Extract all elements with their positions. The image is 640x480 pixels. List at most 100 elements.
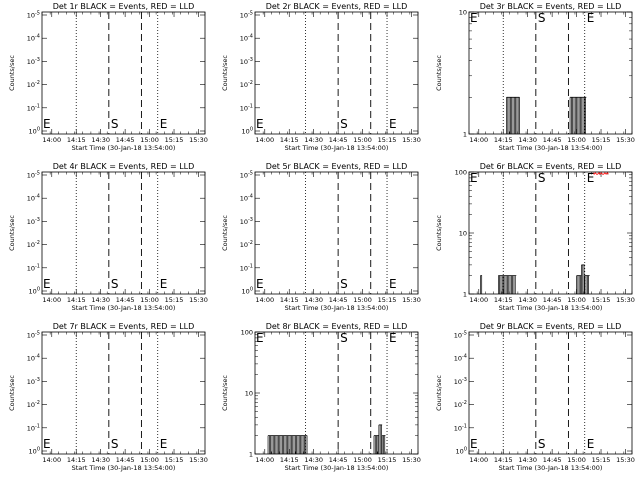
x-axis-label: Start Time (30-Jan-18 13:54:00) bbox=[285, 144, 389, 152]
x-tick-label: 15:00 bbox=[140, 456, 159, 464]
y-tick-label: 10-1 bbox=[27, 103, 40, 112]
x-tick-label: 15:00 bbox=[140, 296, 159, 304]
x-tick-label: 14:15 bbox=[280, 296, 299, 304]
y-tick-label: 100 bbox=[29, 447, 40, 456]
x-tick-label: 15:15 bbox=[165, 136, 184, 144]
x-tick-label: 14:30 bbox=[304, 136, 323, 144]
x-tick-label: 14:30 bbox=[304, 456, 323, 464]
end-marker-label: E bbox=[160, 437, 168, 451]
chart-title: Det 8r BLACK = Events, RED = LLD bbox=[266, 322, 408, 331]
start-marker-label: S bbox=[111, 117, 119, 131]
plot-frame bbox=[254, 171, 419, 295]
x-tick-label: 14:30 bbox=[518, 136, 537, 144]
end-marker-label: E bbox=[587, 171, 595, 185]
x-axis-label: Start Time (30-Jan-18 13:54:00) bbox=[72, 304, 176, 312]
x-tick-label: 14:30 bbox=[518, 296, 537, 304]
detector-panel-6: Det 6r BLACK = Events, RED = LLD 1 10 100 Co… bbox=[427, 160, 640, 320]
x-tick-label: 14:00 bbox=[42, 136, 61, 144]
end-marker-label: E bbox=[160, 117, 168, 131]
chart-title: Det 4r BLACK = Events, RED = LLD bbox=[53, 162, 195, 171]
y-tick-label: 10-5 bbox=[240, 11, 253, 20]
chart-title: Det 3r BLACK = Events, RED = LLD bbox=[480, 2, 622, 11]
detector-panel-4: Det 4r BLACK = Events, RED = LLD 100 10-1 1… bbox=[0, 160, 213, 320]
chart-svg-2: Det 2r BLACK = Events, RED = LLD 100 10-1 1… bbox=[221, 2, 421, 152]
y-tick-label: 10-4 bbox=[27, 194, 40, 203]
x-tick-label: 15:15 bbox=[165, 456, 184, 464]
start-marker-label: S bbox=[340, 331, 348, 345]
events-segment bbox=[576, 275, 582, 294]
y-tick-label: 10-1 bbox=[454, 423, 467, 432]
x-tick-label: 14:15 bbox=[67, 136, 86, 144]
y-tick-label: 10-4 bbox=[240, 34, 253, 43]
x-tick-label: 14:00 bbox=[42, 296, 61, 304]
detector-panel-2: Det 2r BLACK = Events, RED = LLD 100 10-1 1… bbox=[213, 0, 426, 160]
y-tick-label: 10-4 bbox=[454, 354, 467, 363]
x-tick-label: 15:00 bbox=[567, 136, 586, 144]
x-axis-label: Start Time (30-Jan-18 13:54:00) bbox=[499, 144, 603, 152]
detector-panel-5: Det 5r BLACK = Events, RED = LLD 100 10-1 1… bbox=[213, 160, 426, 320]
plot-frame bbox=[41, 171, 206, 295]
x-tick-label: 15:00 bbox=[567, 456, 586, 464]
y-axis-label: Counts/sec bbox=[8, 55, 16, 91]
x-tick-label: 14:00 bbox=[469, 296, 488, 304]
x-tick-label: 15:15 bbox=[592, 136, 611, 144]
x-tick-label: 14:45 bbox=[543, 296, 562, 304]
start-marker-label: S bbox=[111, 437, 119, 451]
events-segment bbox=[581, 264, 585, 294]
x-tick-label: 14:45 bbox=[116, 296, 135, 304]
y-tick-label: 10-3 bbox=[454, 377, 467, 386]
end-marker-label: E bbox=[43, 437, 51, 451]
x-tick-label: 14:15 bbox=[494, 296, 513, 304]
y-tick-label: 10-5 bbox=[27, 171, 40, 180]
x-axis-label: Start Time (30-Jan-18 13:54:00) bbox=[285, 304, 389, 312]
x-axis-label: Start Time (30-Jan-18 13:54:00) bbox=[499, 304, 603, 312]
detector-panel-8: Det 8r BLACK = Events, RED = LLD 1 10 100 Co… bbox=[213, 320, 426, 480]
y-tick-label: 1 bbox=[463, 291, 467, 299]
x-tick-label: 14:30 bbox=[304, 296, 323, 304]
y-tick-label: 10-4 bbox=[240, 194, 253, 203]
x-tick-label: 14:45 bbox=[329, 136, 348, 144]
end-marker-label: E bbox=[470, 11, 478, 25]
y-tick-label: 10-5 bbox=[27, 331, 40, 340]
y-tick-label: 100 bbox=[242, 287, 253, 296]
x-tick-label: 15:30 bbox=[189, 456, 208, 464]
y-tick-label: 10-3 bbox=[240, 217, 253, 226]
y-axis-label: Counts/sec bbox=[8, 215, 16, 251]
x-tick-label: 15:30 bbox=[402, 456, 421, 464]
end-marker-label: E bbox=[470, 437, 478, 451]
y-tick-label: 10-2 bbox=[27, 80, 40, 89]
x-tick-label: 14:00 bbox=[469, 456, 488, 464]
x-tick-label: 14:45 bbox=[329, 296, 348, 304]
x-tick-label: 15:30 bbox=[189, 296, 208, 304]
events-segment bbox=[378, 424, 383, 454]
x-tick-label: 14:00 bbox=[255, 456, 274, 464]
chart-svg-4: Det 4r BLACK = Events, RED = LLD 100 10-1 1… bbox=[8, 162, 208, 312]
y-tick-label: 1 bbox=[463, 131, 467, 139]
x-tick-label: 14:45 bbox=[329, 456, 348, 464]
y-axis-label: Counts/sec bbox=[8, 375, 16, 411]
x-tick-label: 14:45 bbox=[543, 456, 562, 464]
plot-frame bbox=[254, 11, 419, 135]
x-tick-label: 15:00 bbox=[353, 136, 372, 144]
start-marker-label: S bbox=[538, 437, 546, 451]
x-tick-label: 15:15 bbox=[592, 296, 611, 304]
start-marker-label: S bbox=[538, 11, 546, 25]
events-segment bbox=[506, 96, 520, 134]
x-tick-label: 15:30 bbox=[616, 456, 635, 464]
y-axis-label: Counts/sec bbox=[221, 215, 229, 251]
x-tick-label: 15:00 bbox=[567, 296, 586, 304]
y-axis-label: Counts/sec bbox=[221, 55, 229, 91]
y-tick-label: 10-2 bbox=[454, 400, 467, 409]
y-tick-label: 10-3 bbox=[240, 57, 253, 66]
end-marker-label: E bbox=[43, 117, 51, 131]
x-axis-label: Start Time (30-Jan-18 13:54:00) bbox=[72, 464, 176, 472]
y-axis-label: Counts/sec bbox=[435, 375, 443, 411]
y-tick-label: 10-2 bbox=[240, 240, 253, 249]
y-tick-label: 10-5 bbox=[454, 331, 467, 340]
events-segment bbox=[569, 96, 587, 134]
x-tick-label: 14:00 bbox=[42, 456, 61, 464]
start-marker-label: S bbox=[340, 277, 348, 291]
x-tick-label: 14:15 bbox=[280, 136, 299, 144]
y-tick-label: 100 bbox=[456, 447, 467, 456]
